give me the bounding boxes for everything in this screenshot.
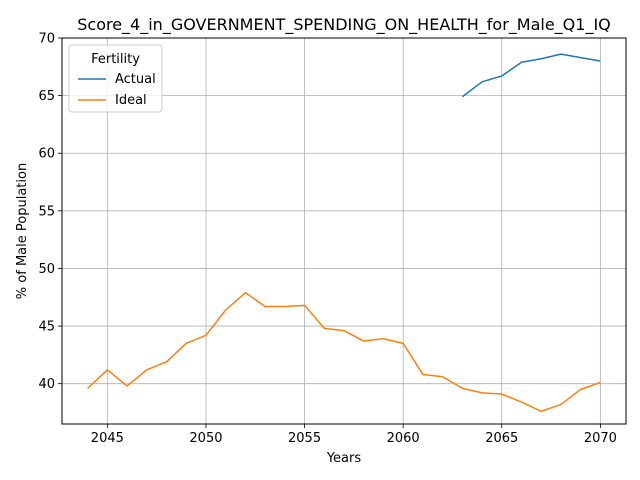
x-tick-label: 2045 [91,431,124,446]
legend-title: Fertility [91,52,140,67]
plot-frame [61,37,627,425]
x-axis-ticks: 2045 2050 2055 2060 2065 2070 [91,424,617,446]
chart-title: Score_4_in_GOVERNMENT_SPENDING_ON_HEALTH… [77,15,611,35]
legend-box [68,44,163,113]
y-tick-label: 40 [38,377,55,392]
series-line-actual [461,53,601,98]
series-lines [87,53,601,413]
y-tick-label: 45 [38,320,55,335]
legend-label-ideal: Ideal [115,93,147,108]
grid-lines [62,37,626,424]
y-tick-label: 65 [38,89,55,104]
x-tick-label: 2055 [288,431,321,446]
x-tick-label: 2050 [189,431,222,446]
x-axis-label: Years [326,451,362,466]
y-axis-label: % of Male Population [15,163,30,299]
y-axis-ticks: 40 45 50 55 60 65 70 [38,32,62,392]
y-tick-label: 50 [38,262,55,277]
x-tick-label: 2065 [485,431,518,446]
x-tick-label: 2060 [387,431,420,446]
legend: Fertility Actual Ideal [68,44,163,113]
series-line-ideal [87,291,601,413]
y-tick-label: 55 [38,204,55,219]
legend-label-actual: Actual [115,72,156,87]
y-tick-label: 70 [38,32,55,47]
x-tick-label: 2070 [584,431,617,446]
y-tick-label: 60 [38,147,55,162]
